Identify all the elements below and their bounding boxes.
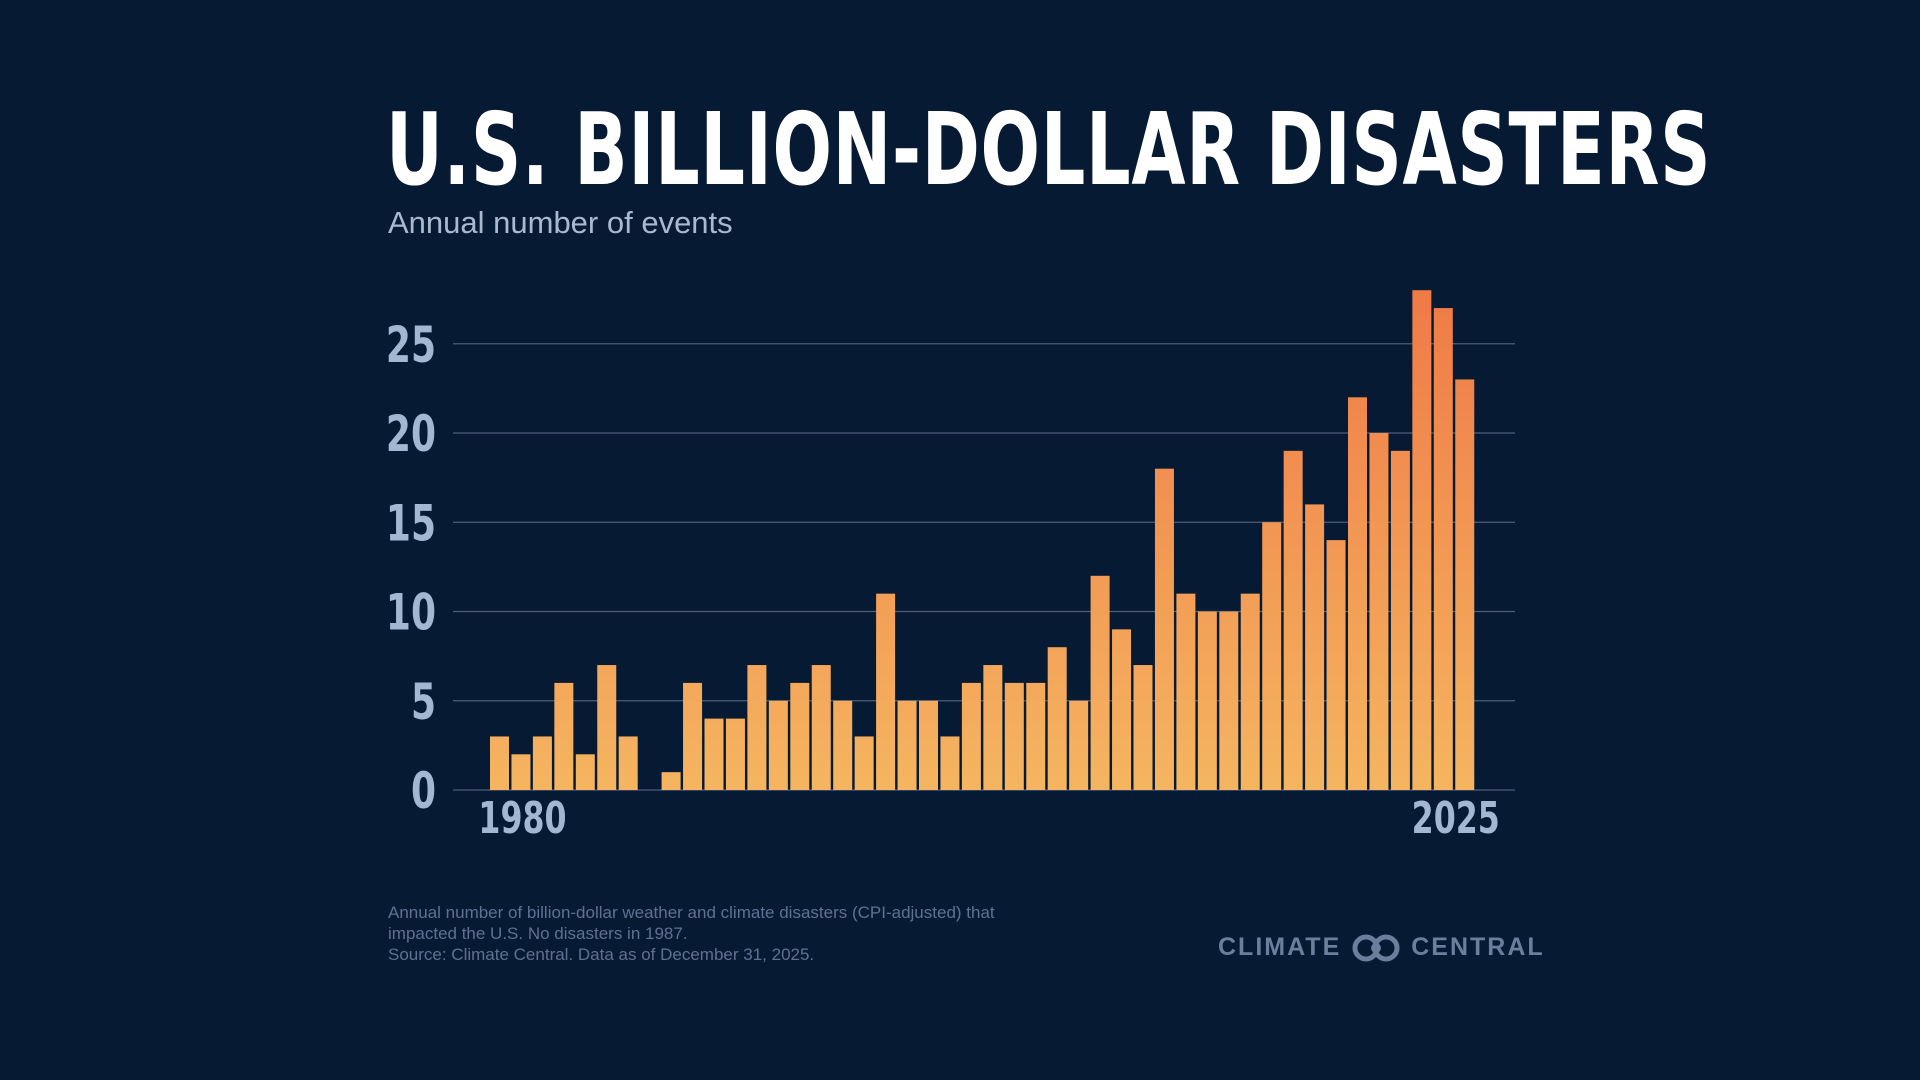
x-axis-ticks: 1980 2025 bbox=[478, 793, 1499, 845]
bar-1992 bbox=[747, 665, 767, 790]
x-tick-label: 2025 bbox=[1412, 793, 1500, 845]
bar-2016 bbox=[1262, 522, 1282, 790]
bar-2002 bbox=[961, 682, 981, 790]
bar-1980 bbox=[490, 736, 509, 790]
chart-subtitle: Annual number of events bbox=[388, 205, 733, 240]
bar-2006 bbox=[1047, 647, 1067, 790]
bar-1982 bbox=[532, 736, 552, 790]
bar-1988 bbox=[661, 772, 681, 790]
bar-1993 bbox=[768, 700, 788, 790]
climate-central-logo: CLIMATE CENTRAL bbox=[1218, 933, 1545, 962]
bar-1999 bbox=[897, 700, 917, 790]
bar-1997 bbox=[854, 736, 874, 790]
chart-title: U.S. BILLION-DOLLAR DISASTERS bbox=[386, 91, 1712, 208]
bar-1983 bbox=[554, 682, 574, 790]
bar-2010 bbox=[1133, 665, 1153, 790]
bar-1981 bbox=[511, 754, 531, 790]
y-tick-label: 0 bbox=[411, 763, 436, 820]
footnote: Annual number of billion-dollar weather … bbox=[388, 902, 1088, 965]
bar-2008 bbox=[1090, 575, 1110, 790]
bar-2003 bbox=[983, 665, 1003, 790]
bar-2024 bbox=[1433, 308, 1453, 790]
bar-2018 bbox=[1305, 504, 1325, 790]
bar-2012 bbox=[1176, 593, 1196, 790]
bar-2014 bbox=[1219, 611, 1239, 790]
bar-2007 bbox=[1069, 700, 1089, 790]
bar-2017 bbox=[1283, 450, 1303, 790]
bar-1985 bbox=[597, 665, 617, 790]
bar-2005 bbox=[1026, 682, 1046, 790]
bar-2000 bbox=[919, 700, 938, 790]
bar-2020 bbox=[1348, 397, 1367, 790]
bar-1990 bbox=[704, 718, 724, 790]
bars bbox=[490, 290, 1475, 790]
bar-2011 bbox=[1154, 468, 1174, 790]
y-tick-label: 15 bbox=[386, 495, 436, 552]
bar-2004 bbox=[1004, 682, 1024, 790]
bar-1991 bbox=[725, 718, 745, 790]
bar-1989 bbox=[683, 682, 703, 790]
y-tick-label: 20 bbox=[386, 406, 436, 463]
bar-2009 bbox=[1112, 629, 1132, 790]
bar-2013 bbox=[1197, 611, 1217, 790]
footnote-line: impacted the U.S. No disasters in 1987. bbox=[388, 924, 688, 943]
logo-text-left: CLIMATE bbox=[1218, 933, 1342, 961]
footnote-line: Annual number of billion-dollar weather … bbox=[388, 903, 995, 922]
bar-1984 bbox=[575, 754, 595, 790]
bar-2021 bbox=[1369, 433, 1389, 790]
bar-2019 bbox=[1326, 540, 1346, 790]
bar-1995 bbox=[811, 665, 831, 790]
bar-1994 bbox=[790, 682, 810, 790]
source-line: Source: Climate Central. Data as of Dece… bbox=[388, 945, 815, 964]
bar-2015 bbox=[1240, 593, 1260, 790]
logo-rings-icon bbox=[1352, 934, 1400, 961]
logo-text-right: CENTRAL bbox=[1411, 933, 1545, 961]
bar-2023 bbox=[1412, 290, 1432, 790]
y-axis-ticks: 0 5 10 15 20 25 bbox=[386, 317, 436, 821]
x-tick-label: 1980 bbox=[478, 793, 566, 845]
bar-2022 bbox=[1390, 450, 1410, 790]
bar-2025 bbox=[1455, 379, 1475, 790]
bar-1996 bbox=[833, 700, 853, 790]
y-tick-label: 25 bbox=[386, 317, 436, 374]
bar-1998 bbox=[876, 593, 896, 790]
y-tick-label: 10 bbox=[386, 585, 436, 642]
y-tick-label: 5 bbox=[411, 674, 436, 731]
bar-1986 bbox=[618, 736, 638, 790]
bar-2001 bbox=[940, 736, 960, 790]
